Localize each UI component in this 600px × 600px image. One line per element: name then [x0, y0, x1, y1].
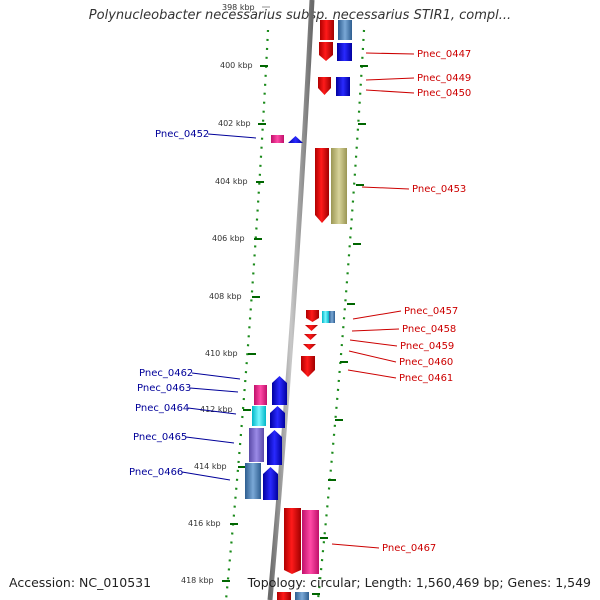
tick-label: 402 kbp — [218, 119, 251, 128]
gene-feature[interactable] — [249, 428, 264, 462]
forward-genes — [277, 20, 352, 600]
gene-label-pnec-0462[interactable]: Pnec_0462 — [139, 368, 193, 379]
gene-feature[interactable] — [267, 430, 282, 465]
tick-label: 410 kbp — [205, 349, 238, 358]
tick-label: 406 kbp — [212, 234, 245, 243]
gene-label-pnec-0465[interactable]: Pnec_0465 — [133, 432, 187, 443]
gene-feature[interactable] — [272, 376, 287, 405]
tick-label: 414 kbp — [194, 462, 227, 471]
gene-feature[interactable] — [315, 148, 329, 223]
gene-feature[interactable] — [245, 463, 261, 499]
tick-label: 398 kbp — [222, 3, 255, 12]
gene-feature[interactable] — [295, 592, 309, 600]
gene-feature[interactable] — [302, 510, 319, 574]
gene-label-pnec-0460[interactable]: Pnec_0460 — [399, 357, 453, 368]
gene-feature[interactable] — [303, 344, 316, 350]
inner-dotted-guide — [224, 29, 270, 600]
reverse-gene-labels: Pnec_0452 Pnec_0462 Pnec_0463 Pnec_0464 … — [129, 129, 257, 481]
tick-label: 404 kbp — [215, 177, 248, 186]
gene-feature[interactable] — [252, 406, 266, 426]
forward-gene-labels: Pnec_0447 Pnec_0449 Pnec_0450 Pnec_0453 … — [331, 49, 471, 554]
tick-label: 412 kbp — [200, 405, 233, 414]
gene-feature[interactable] — [270, 406, 285, 428]
accession-label: Accession: NC_010531 — [9, 575, 152, 590]
gene-feature[interactable] — [336, 77, 350, 96]
gene-label-pnec-0453[interactable]: Pnec_0453 — [412, 184, 466, 195]
gene-feature[interactable] — [331, 148, 347, 224]
gene-feature[interactable] — [288, 136, 303, 143]
gene-feature[interactable] — [319, 42, 333, 61]
gene-feature[interactable] — [263, 467, 278, 500]
gene-label-pnec-0467[interactable]: Pnec_0467 — [382, 543, 436, 554]
gene-feature[interactable] — [254, 385, 267, 405]
gene-feature[interactable] — [284, 508, 301, 574]
gene-feature[interactable] — [329, 311, 335, 323]
ruler-ticks — [222, 6, 270, 582]
tick-label: 418 kbp — [181, 576, 214, 585]
ruler-ticks-outer — [312, 65, 368, 595]
gene-feature[interactable] — [337, 43, 352, 61]
gene-label-pnec-0464[interactable]: Pnec_0464 — [135, 403, 189, 414]
gene-label-pnec-0447[interactable]: Pnec_0447 — [417, 49, 471, 60]
gene-feature[interactable] — [338, 20, 352, 40]
gene-label-pnec-0449[interactable]: Pnec_0449 — [417, 73, 471, 84]
gene-label-pnec-0450[interactable]: Pnec_0450 — [417, 88, 471, 99]
gene-feature[interactable] — [320, 20, 334, 40]
gene-label-pnec-0458[interactable]: Pnec_0458 — [402, 324, 456, 335]
tick-label: 408 kbp — [209, 292, 242, 301]
topology-label: Topology: circular; Length: 1,560,469 bp… — [247, 575, 591, 590]
reverse-genes — [245, 135, 303, 500]
gene-feature[interactable] — [277, 592, 291, 600]
genome-backbone — [267, 0, 315, 600]
gene-label-pnec-0466[interactable]: Pnec_0466 — [129, 467, 183, 478]
gene-feature[interactable] — [301, 356, 315, 377]
gene-feature[interactable] — [322, 311, 329, 323]
gene-label-pnec-0461[interactable]: Pnec_0461 — [399, 373, 453, 384]
gene-feature[interactable] — [318, 77, 331, 95]
map-title: Polynucleobacter necessarius subsp. nece… — [88, 8, 512, 23]
gene-label-pnec-0459[interactable]: Pnec_0459 — [400, 341, 454, 352]
gene-feature[interactable] — [305, 325, 318, 331]
gene-label-pnec-0463[interactable]: Pnec_0463 — [137, 383, 191, 394]
tick-label: 416 kbp — [188, 519, 221, 528]
tick-label: 400 kbp — [220, 61, 253, 70]
gene-feature[interactable] — [271, 135, 284, 143]
gene-feature[interactable] — [304, 334, 317, 340]
gene-feature[interactable] — [306, 310, 319, 322]
gene-label-pnec-0457[interactable]: Pnec_0457 — [404, 306, 458, 317]
gene-label-pnec-0452[interactable]: Pnec_0452 — [155, 129, 209, 140]
